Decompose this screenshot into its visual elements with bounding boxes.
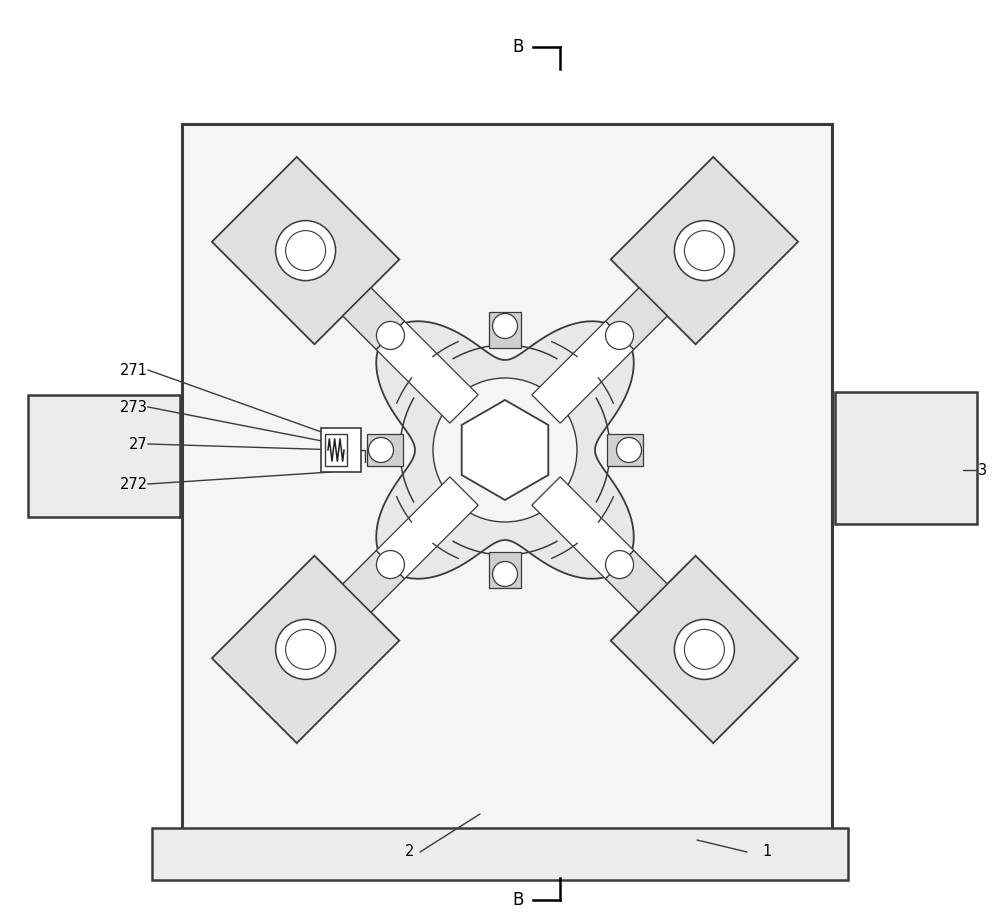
- Polygon shape: [532, 477, 634, 579]
- Circle shape: [433, 378, 577, 522]
- Polygon shape: [212, 556, 399, 743]
- Circle shape: [276, 220, 336, 280]
- Polygon shape: [376, 321, 478, 423]
- Circle shape: [684, 630, 724, 669]
- Polygon shape: [532, 321, 634, 423]
- Circle shape: [674, 620, 734, 680]
- Polygon shape: [367, 434, 403, 466]
- Circle shape: [492, 561, 518, 586]
- Bar: [28, 395, 180, 517]
- Polygon shape: [489, 551, 521, 588]
- Circle shape: [606, 322, 634, 349]
- Text: 2: 2: [405, 845, 414, 859]
- Text: 271: 271: [120, 362, 148, 377]
- Circle shape: [276, 620, 336, 680]
- Polygon shape: [489, 312, 521, 349]
- Polygon shape: [611, 157, 798, 344]
- Text: B: B: [512, 891, 524, 909]
- Bar: [152, 828, 848, 880]
- Polygon shape: [376, 477, 478, 579]
- Circle shape: [616, 438, 642, 463]
- Circle shape: [674, 220, 734, 280]
- Circle shape: [684, 230, 724, 270]
- Circle shape: [286, 630, 326, 669]
- Bar: [182, 124, 832, 834]
- Circle shape: [286, 230, 326, 270]
- Polygon shape: [343, 288, 405, 349]
- Circle shape: [368, 438, 393, 463]
- Polygon shape: [343, 550, 405, 612]
- Text: 273: 273: [120, 399, 148, 415]
- Polygon shape: [212, 157, 399, 344]
- Text: 3: 3: [978, 463, 987, 478]
- Polygon shape: [605, 550, 667, 612]
- Circle shape: [492, 313, 518, 338]
- Polygon shape: [462, 400, 548, 500]
- Circle shape: [376, 322, 404, 349]
- Polygon shape: [607, 434, 643, 466]
- Polygon shape: [605, 288, 667, 349]
- Bar: [325, 434, 347, 466]
- Text: 1: 1: [762, 845, 771, 859]
- Bar: [321, 428, 361, 472]
- Bar: [835, 392, 977, 524]
- Polygon shape: [376, 321, 634, 579]
- Text: 272: 272: [120, 477, 148, 491]
- Text: B: B: [512, 38, 524, 56]
- Polygon shape: [611, 556, 798, 743]
- Circle shape: [606, 550, 634, 578]
- Text: 27: 27: [129, 436, 148, 452]
- Circle shape: [376, 550, 404, 578]
